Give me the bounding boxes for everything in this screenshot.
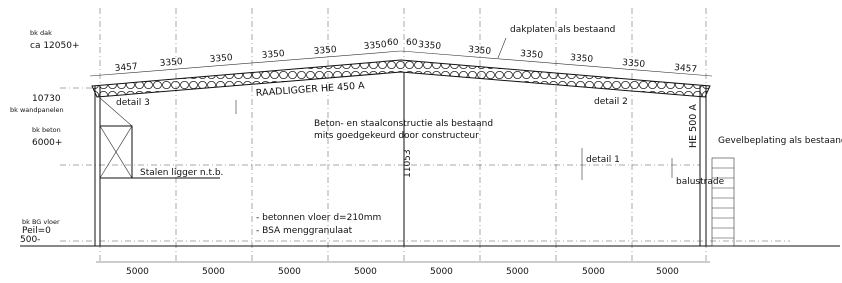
level-label: 6000+ bbox=[32, 138, 62, 148]
dimension: 60 bbox=[387, 38, 399, 48]
dimension: 3457 bbox=[674, 63, 698, 75]
annotation: detail 2 bbox=[594, 97, 628, 107]
dimension: 5000 bbox=[430, 267, 453, 277]
annotation: detail 3 bbox=[116, 98, 150, 108]
annotation: balustrade bbox=[676, 177, 725, 187]
dimension: 5000 bbox=[202, 267, 225, 277]
level-label: 500- bbox=[20, 235, 40, 245]
level-label: bk beton bbox=[32, 126, 61, 134]
annotation: Stalen ligger n.t.b. bbox=[140, 168, 223, 178]
dimension: 5000 bbox=[506, 267, 529, 277]
level-label: bk BG vloer bbox=[22, 218, 60, 226]
dimension: 3350 bbox=[418, 40, 442, 52]
annotation: - betonnen vloer d=210mm bbox=[256, 213, 381, 223]
annotation: mits goedgekeurd door constructeur bbox=[314, 131, 479, 141]
dimension: 3350 bbox=[622, 58, 646, 70]
dimension: 3350 bbox=[209, 53, 233, 65]
level-label: 10730 bbox=[32, 94, 61, 104]
structure bbox=[20, 38, 840, 262]
annotation: Beton- en staalconstructie als bestaand bbox=[314, 119, 493, 129]
dimension: 3350 bbox=[159, 57, 183, 69]
dimension: 3350 bbox=[363, 40, 387, 52]
level-label: bk wandpanelen bbox=[10, 106, 64, 114]
dimension: 60 bbox=[406, 38, 418, 48]
annotation: HE 500 A bbox=[688, 104, 699, 148]
bottom-dimensions: 5000 5000 5000 5000 5000 5000 5000 5000 bbox=[126, 267, 679, 277]
level-label: ca 12050+ bbox=[30, 41, 80, 51]
dimension: 3350 bbox=[313, 45, 337, 57]
dimension: 3350 bbox=[520, 49, 544, 61]
dimension: 3350 bbox=[570, 53, 594, 65]
dimension: 5000 bbox=[582, 267, 605, 277]
annotation: RAADLIGGER HE 450 A bbox=[255, 80, 365, 99]
annotation: Gevelbeplating als bestaand bbox=[718, 136, 842, 146]
dimension: 5000 bbox=[126, 267, 149, 277]
annotation: dakplaten als bestaand bbox=[510, 25, 615, 35]
annotation: 11053 bbox=[403, 149, 413, 178]
section-drawing: bk dak ca 12050+ 10730 bk wandpanelen bk… bbox=[0, 0, 842, 283]
annotation: detail 1 bbox=[586, 155, 620, 165]
dimension: 5000 bbox=[278, 267, 301, 277]
dimension: 3350 bbox=[261, 49, 285, 61]
dimension: 5000 bbox=[656, 267, 679, 277]
dimension: 3350 bbox=[468, 45, 492, 57]
dimension: 3457 bbox=[114, 62, 138, 74]
annotation: - BSA menggranulaat bbox=[256, 226, 353, 236]
dimension: 5000 bbox=[354, 267, 377, 277]
level-label: bk dak bbox=[30, 29, 52, 37]
level-labels: bk dak ca 12050+ 10730 bk wandpanelen bk… bbox=[10, 29, 80, 245]
